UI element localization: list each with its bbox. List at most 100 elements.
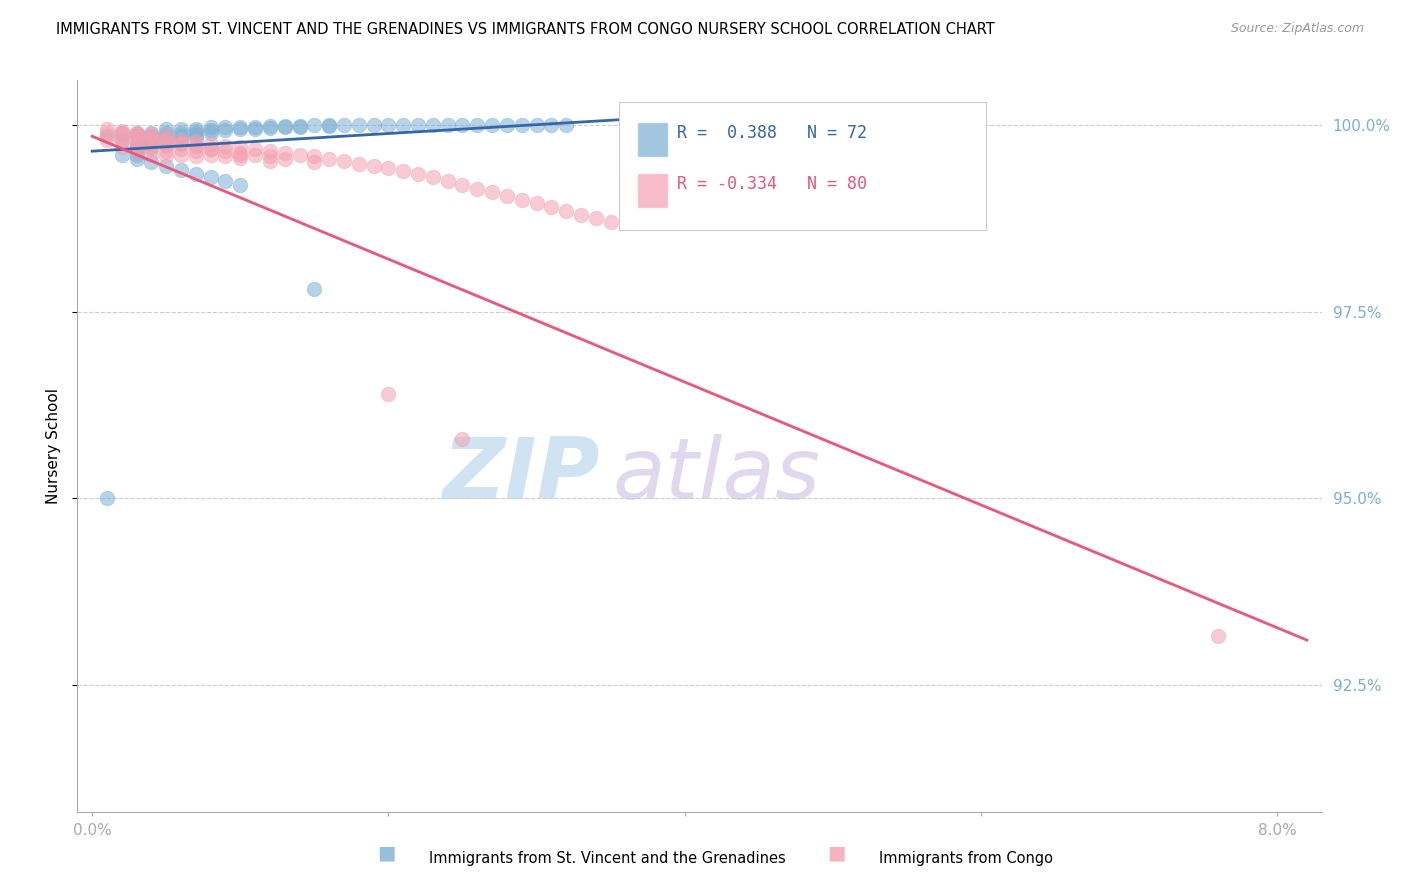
- Point: [540, 200, 562, 214]
- Point: [510, 193, 533, 207]
- Point: [125, 126, 148, 140]
- Point: [141, 142, 163, 156]
- Point: [214, 139, 236, 153]
- Point: [125, 144, 148, 158]
- Point: [200, 142, 222, 156]
- Point: [141, 140, 163, 154]
- Point: [229, 148, 252, 162]
- Point: [200, 120, 222, 135]
- Point: [214, 120, 236, 135]
- Point: [540, 118, 562, 132]
- Point: [243, 120, 266, 134]
- Point: [392, 118, 415, 132]
- Point: [155, 121, 177, 136]
- Point: [214, 122, 236, 136]
- Point: [214, 144, 236, 158]
- Point: [585, 211, 607, 226]
- Point: [141, 136, 163, 151]
- Point: [170, 142, 193, 156]
- Point: [111, 126, 134, 140]
- Point: [155, 133, 177, 147]
- Point: [436, 118, 458, 132]
- Point: [229, 121, 252, 136]
- Point: [243, 121, 266, 136]
- Point: [229, 140, 252, 154]
- Point: [481, 186, 503, 200]
- Point: [111, 135, 134, 149]
- Point: [125, 140, 148, 154]
- Point: [318, 152, 340, 166]
- Point: [436, 174, 458, 188]
- Point: [111, 133, 134, 147]
- Point: [170, 121, 193, 136]
- Point: [451, 178, 474, 192]
- Point: [125, 135, 148, 149]
- Point: [125, 129, 148, 144]
- Point: [125, 126, 148, 140]
- Point: [184, 149, 207, 163]
- Point: [170, 162, 193, 177]
- Point: [555, 118, 578, 132]
- Point: [274, 119, 297, 133]
- Point: [96, 126, 118, 140]
- Point: [141, 129, 163, 144]
- Point: [259, 144, 281, 158]
- Point: [333, 153, 356, 168]
- Point: [496, 118, 519, 132]
- Text: R =  0.388   N = 72: R = 0.388 N = 72: [678, 124, 868, 142]
- Point: [229, 145, 252, 160]
- Point: [125, 152, 148, 166]
- Point: [243, 148, 266, 162]
- Point: [377, 386, 399, 401]
- Point: [141, 155, 163, 169]
- Point: [155, 126, 177, 140]
- Text: IMMIGRANTS FROM ST. VINCENT AND THE GRENADINES VS IMMIGRANTS FROM CONGO NURSERY : IMMIGRANTS FROM ST. VINCENT AND THE GREN…: [56, 22, 995, 37]
- Point: [214, 174, 236, 188]
- Point: [304, 155, 326, 169]
- Point: [170, 136, 193, 150]
- Text: Immigrants from St. Vincent and the Grenadines: Immigrants from St. Vincent and the Gren…: [429, 851, 786, 865]
- Point: [333, 118, 356, 132]
- Text: atlas: atlas: [613, 434, 820, 516]
- Point: [214, 149, 236, 163]
- Point: [111, 124, 134, 138]
- Point: [125, 136, 148, 151]
- Point: [125, 144, 148, 158]
- Point: [141, 126, 163, 140]
- Text: ■: ■: [827, 843, 846, 862]
- Point: [200, 170, 222, 185]
- Point: [555, 203, 578, 218]
- Point: [170, 148, 193, 162]
- Point: [229, 151, 252, 165]
- Point: [184, 139, 207, 153]
- Bar: [637, 173, 668, 209]
- Point: [125, 148, 148, 162]
- Point: [288, 119, 311, 133]
- Point: [465, 181, 488, 195]
- Text: ■: ■: [377, 843, 396, 862]
- Point: [111, 140, 134, 154]
- Point: [141, 131, 163, 145]
- Point: [526, 196, 548, 211]
- Point: [406, 167, 429, 181]
- Point: [1206, 629, 1229, 643]
- Point: [96, 133, 118, 147]
- Point: [200, 122, 222, 136]
- Point: [599, 215, 621, 229]
- Point: [96, 121, 118, 136]
- Point: [155, 139, 177, 153]
- Point: [125, 139, 148, 153]
- Point: [141, 148, 163, 162]
- Point: [451, 432, 474, 446]
- Point: [184, 124, 207, 138]
- Point: [288, 120, 311, 135]
- Point: [318, 118, 340, 132]
- Point: [200, 148, 222, 162]
- Point: [259, 149, 281, 163]
- Point: [170, 133, 193, 147]
- Point: [526, 118, 548, 132]
- Point: [155, 133, 177, 147]
- Point: [96, 491, 118, 506]
- Point: [155, 159, 177, 173]
- Point: [259, 119, 281, 133]
